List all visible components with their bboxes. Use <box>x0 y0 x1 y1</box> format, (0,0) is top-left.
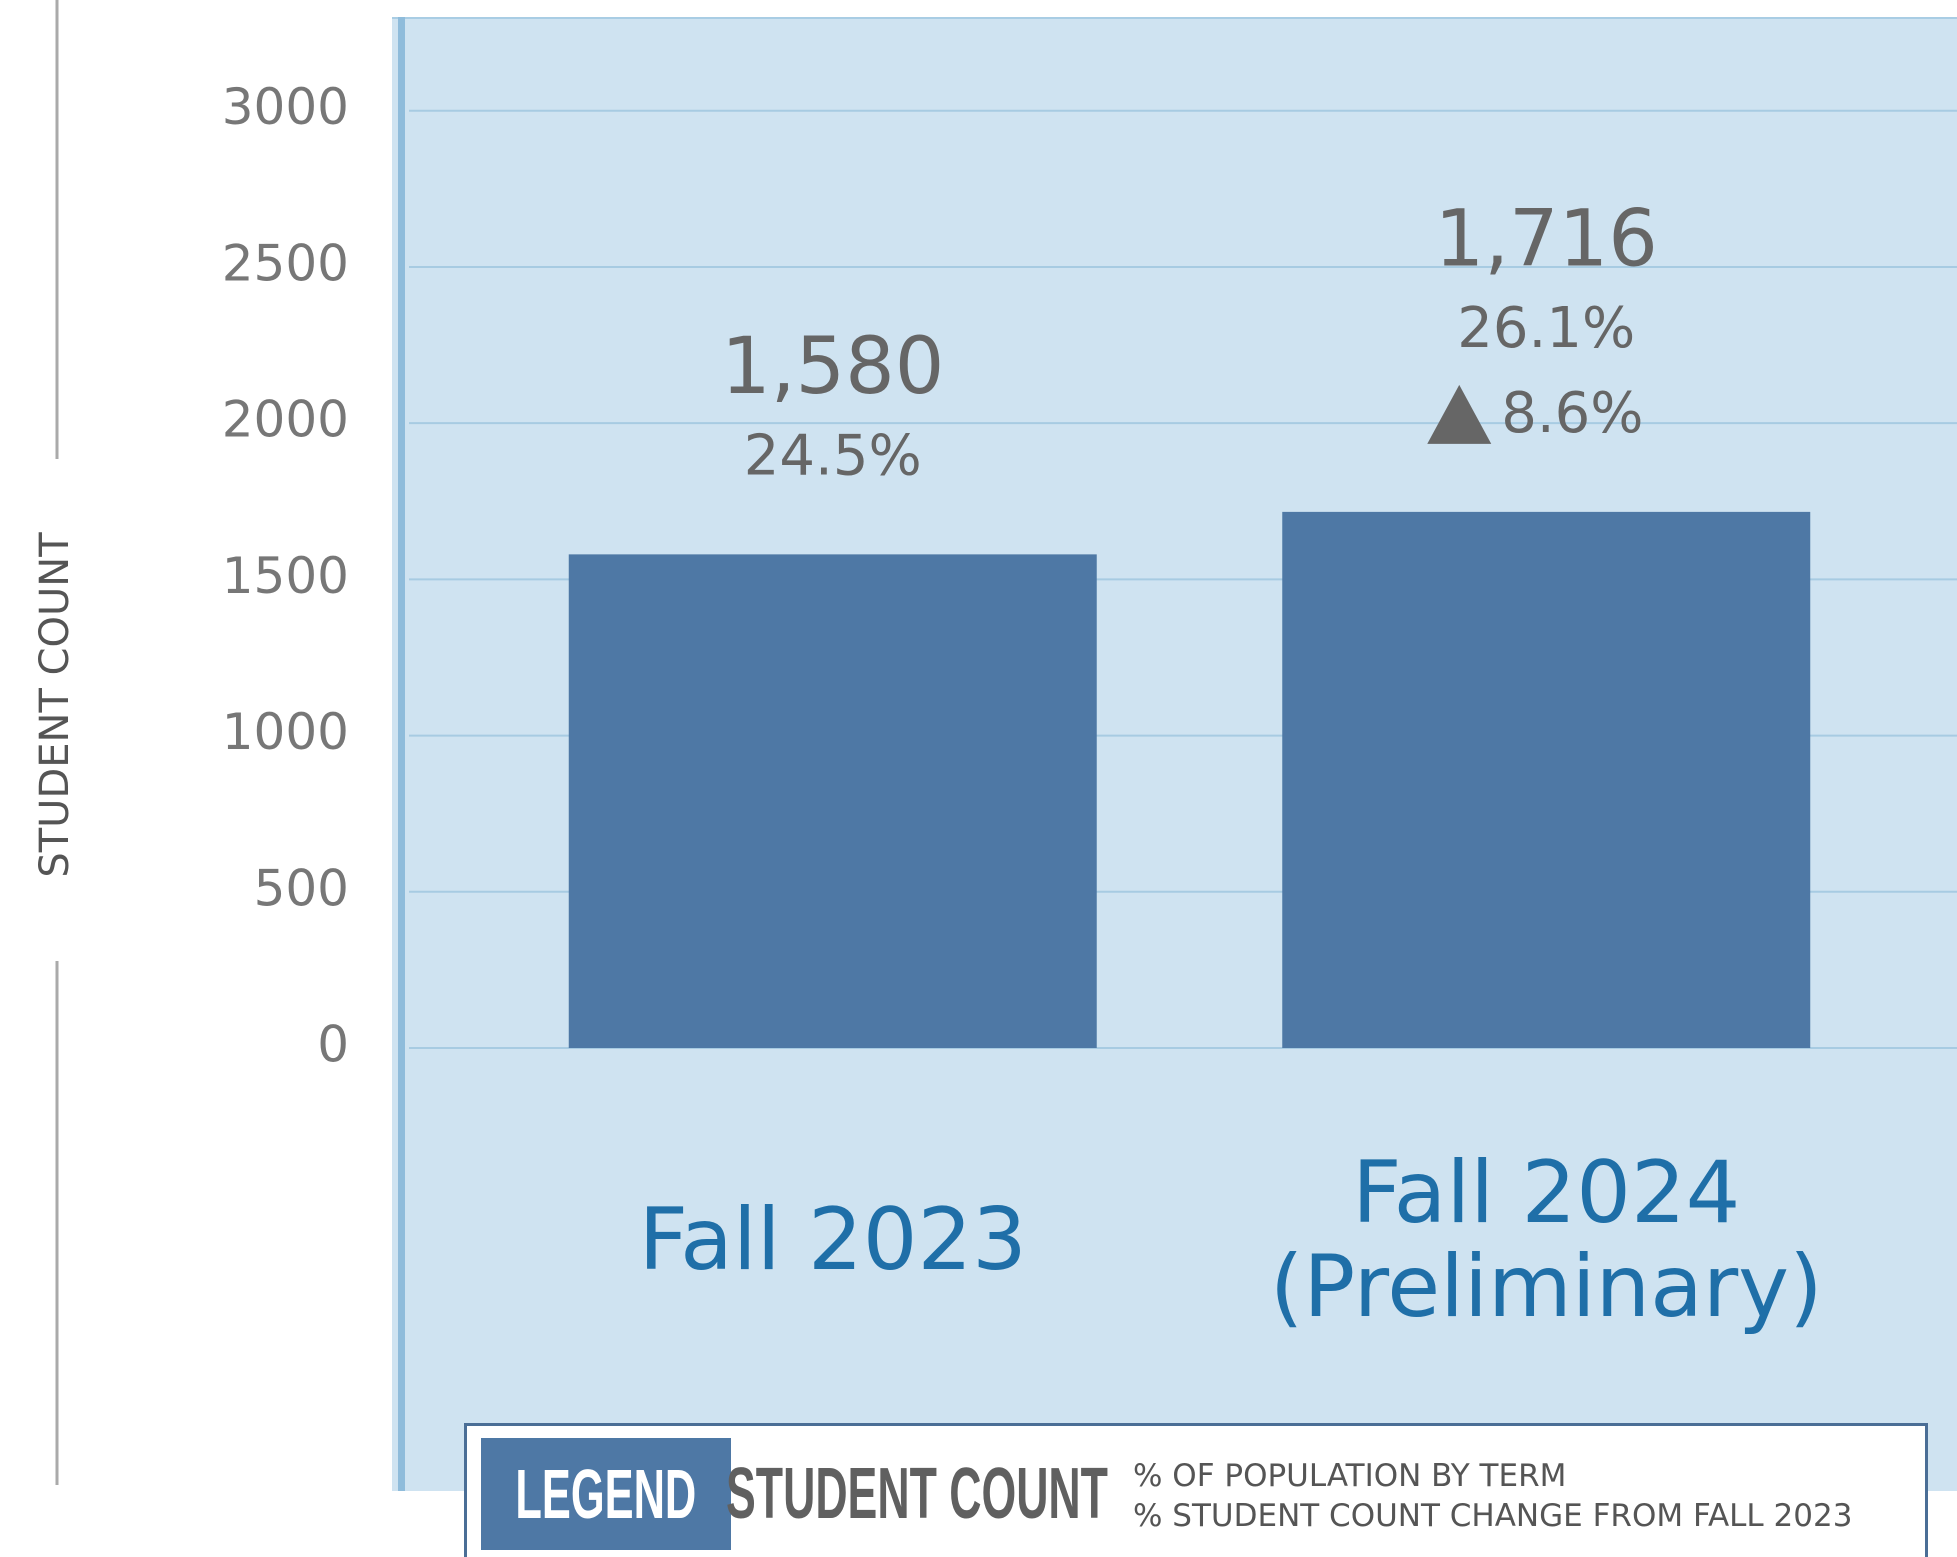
share-label: 24.5% <box>744 424 922 489</box>
legend-entry: STUDENT COUNT <box>667 1444 1167 1544</box>
legend-entry: % STUDENT COUNT CHANGE FROM FALL 2023 <box>1133 1498 1853 1534</box>
y-tick-label: 2500 <box>222 234 349 292</box>
bar <box>1282 511 1811 1048</box>
y-tick-label: 1000 <box>222 703 349 761</box>
change-label: 8.6% <box>1501 381 1643 446</box>
value-label: 1,580 <box>721 322 944 412</box>
share-label: 26.1% <box>1457 296 1635 361</box>
y-tick-label: 500 <box>254 859 349 917</box>
legend: LEGEND STUDENT COUNT % OF POPULATION BY … <box>464 1423 1928 1557</box>
legend-entry: % OF POPULATION BY TERM <box>1133 1458 1567 1494</box>
y-tick-label: 0 <box>317 1016 349 1074</box>
y-axis-title: STUDENT COUNT <box>32 532 78 878</box>
x-tick-label: Fall 2023 <box>638 1190 1027 1290</box>
bar <box>568 554 1097 1048</box>
y-tick-label: 3000 <box>222 78 349 136</box>
y-tick-label: 1500 <box>222 547 349 605</box>
y-tick-label: 2000 <box>222 391 349 449</box>
plot-left-border <box>398 17 405 1491</box>
legend-title: LEGEND <box>481 1438 731 1550</box>
plot-top-border <box>392 17 1957 19</box>
value-label: 1,716 <box>1435 194 1658 284</box>
change-up-icon <box>1427 384 1492 444</box>
legend-title-text: LEGEND <box>515 1455 697 1533</box>
legend-entry-text: STUDENT COUNT <box>726 1454 1108 1534</box>
x-tick-label: Fall 2024 (Preliminary) <box>1269 1143 1823 1337</box>
